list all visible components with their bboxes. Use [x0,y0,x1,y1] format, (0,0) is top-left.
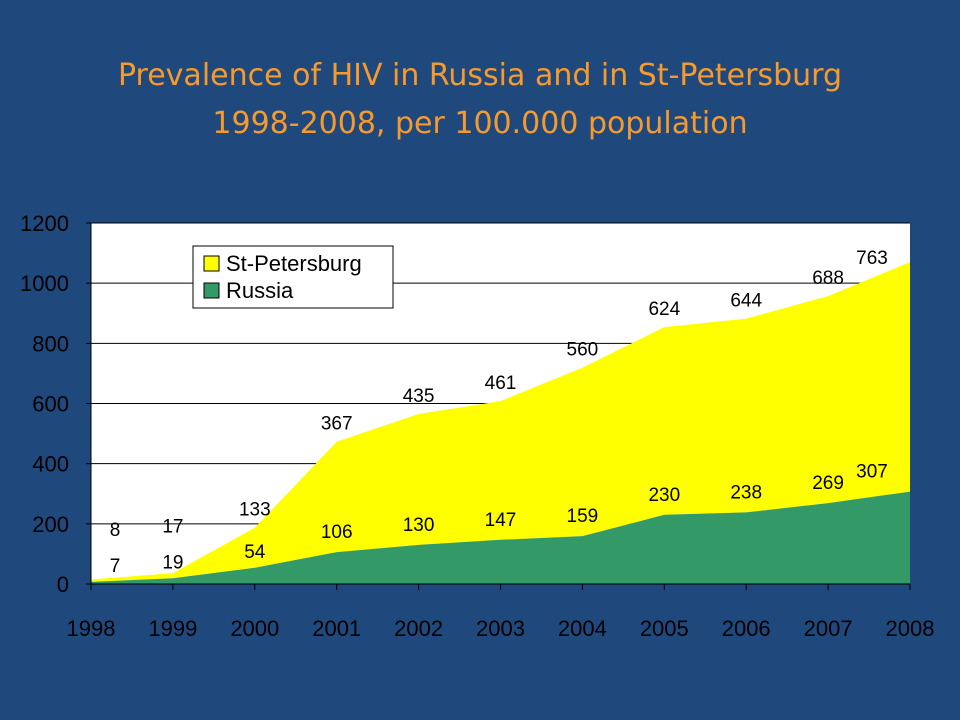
x-tick-label: 2002 [394,616,443,641]
data-label-russia: 147 [485,510,517,531]
area-series [91,262,910,584]
axes: 0 200 400 600 800 1000 1200 1998 1999 2000 2001 200… [20,211,934,641]
x-tick-label: 2003 [476,616,525,641]
data-label-st-petersburg: 763 [856,248,888,269]
data-label-st-petersburg: 461 [485,373,517,394]
data-label-russia: 238 [730,482,762,503]
data-label-russia: 307 [856,462,888,483]
data-label-russia: 230 [648,485,680,506]
title-line-2: 1998-2008, per 100.000 population [212,106,748,141]
x-tick-label: 1999 [148,616,197,641]
data-label-russia: 54 [244,542,266,563]
data-label-st-petersburg: 17 [162,516,183,537]
data-label-st-petersburg: 8 [110,520,121,541]
legend: St-Petersburg Russia [192,245,394,309]
data-label-russia: 130 [403,515,435,536]
x-tick-label: 2005 [640,616,689,641]
data-label-st-petersburg: 560 [567,340,599,361]
data-label-st-petersburg: 688 [812,268,844,289]
x-tick-label: 1998 [67,616,116,641]
data-label-russia: 159 [567,506,599,527]
legend-swatch-russia [203,282,220,299]
x-tick-label: 2001 [312,616,361,641]
data-labels: 7 19 54 106 130 147 159 230 238 269 307 8 17 133 367 43… [110,248,888,577]
y-tick-label: 400 [32,452,69,477]
x-tick-label: 2007 [804,616,853,641]
title-line-1: Prevalence of HIV in Russia and in St-Pe… [117,58,842,93]
x-tick-label: 2000 [230,616,279,641]
data-label-st-petersburg: 624 [648,299,680,320]
area-st-petersburg [91,262,910,582]
y-tick-label: 800 [32,331,69,356]
x-tick-label: 2008 [886,616,935,641]
y-tick-label: 600 [32,392,69,417]
y-tick-label: 200 [32,512,69,537]
legend-swatch-st-petersburg [203,255,220,272]
x-tick-label: 2004 [558,616,607,641]
y-tick-label: 1200 [20,211,69,236]
data-label-st-petersburg: 435 [403,386,435,407]
data-label-russia: 19 [162,552,183,573]
y-tick-label: 0 [57,572,69,597]
slide-title: Prevalence of HIV in Russia and in St-Pe… [0,52,960,148]
y-tick-label: 1000 [20,271,69,296]
data-label-russia: 106 [321,522,353,543]
data-label-russia: 269 [812,473,844,494]
x-tick-label: 2006 [722,616,771,641]
area-russia [91,491,910,584]
legend-box [192,245,394,309]
legend-label-russia: Russia [226,278,294,303]
data-label-st-petersburg: 133 [239,500,271,521]
data-label-st-petersburg: 367 [321,414,353,435]
data-label-russia: 7 [110,556,121,577]
data-label-st-petersburg: 644 [730,291,762,312]
legend-label-st-petersburg: St-Petersburg [226,251,362,276]
